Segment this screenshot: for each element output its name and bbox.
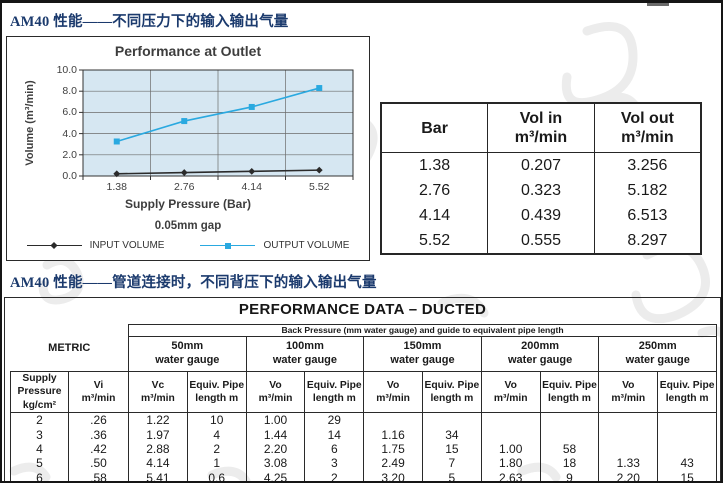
x-tick-label: 1.38 [106,181,127,193]
table-row: 5.52 0.555 8.297 [380,228,702,255]
table-cell: 6.513 [593,203,702,229]
y-tick-label: 10.0 [56,64,77,76]
table-cell: 3.256 [593,152,702,179]
ducted-data-column: 29 14 6 3 2 [304,412,365,481]
ducted-column-header: Vc m³/min [128,370,188,414]
ducted-data-column: 1.22 1.97 2.88 4.14 5.41 [128,412,188,481]
chart-plot-area [79,69,354,180]
ducted-data-column: 10 4 2 1 0.6 [186,412,247,481]
ducted-data-column: 34 15 7 5 [422,412,482,481]
chart-x-ticks: 1.38 2.76 4.14 5.52 [83,181,353,193]
table-cell: 0.439 [487,203,595,229]
table-cell: 0.555 [487,228,595,255]
ducted-data-column: .26 .36 .42 .50 .58 [67,412,130,481]
outlet-column-header: Bar [380,103,489,154]
ducted-data-column: 43 15 [657,412,718,481]
ducted-column-header: Equiv. Pipe length m [186,370,247,414]
legend-square-marker-icon [200,243,256,249]
chart-legend: INPUT VOLUME OUTPUT VOLUME [7,240,369,251]
legend-label: INPUT VOLUME [89,240,165,251]
table-cell: 5.52 [380,228,489,255]
table-cell: 5.182 [593,178,702,204]
ducted-column-header: Vo m³/min [363,370,423,414]
ducted-data-column: 58 18 9 [539,412,600,481]
ducted-column-header: Vi m³/min [67,370,130,414]
ducted-performance-section: PERFORMANCE DATA – DUCTED METRIC Back Pre… [4,297,721,481]
outlet-volume-table: Bar Vol in m³/min Vol out m³/min 1.38 0.207… [380,102,702,256]
y-tick-label: 8.0 [62,85,77,98]
chart-y-ticks: 0.0 2.0 4.0 6.0 8.0 10.0 [45,64,77,182]
ducted-column-header: Vo m³/min [245,370,306,414]
table-cell: 2.76 [380,178,489,204]
table-row: 2.76 0.323 5.182 [380,178,702,204]
table-cell: 8.297 [593,228,702,255]
y-tick-label: 2.0 [62,148,77,161]
section2-title: AM40 性能——管道连接时，不同背压下的输入输出气量 [10,275,377,291]
ducted-column-header: Vo m³/min [480,370,541,414]
outlet-table-header: Bar Vol in m³/min Vol out m³/min [380,103,702,154]
water-gauge-group-header: 150mm water gauge [363,336,482,372]
y-tick-label: 0.0 [62,170,77,182]
chart-gap-note: 0.05mm gap [154,220,222,232]
ducted-data-column: 2 3 4 5 6 [10,412,69,481]
ducted-column-header: Equiv. Pipe length m [304,370,365,414]
metric-label: METRIC [10,324,130,372]
table-cell: 1.38 [380,152,489,179]
table-cell: 0.207 [487,152,595,179]
outlet-column-header: Vol out m³/min [593,103,702,154]
performance-chart: Performance at Outlet Volume (m³/min) 0.… [6,36,370,261]
x-tick-label: 4.14 [241,181,262,193]
legend-label: OUTPUT VOLUME [263,240,350,251]
section1-title: AM40 性能——不同压力下的输入输出气量 [10,14,289,30]
water-gauge-group-header: 100mm water gauge [245,336,365,372]
chart-x-axis-label: Supply Pressure (Bar) [124,197,252,211]
table-row: 1.38 0.207 3.256 [380,152,702,179]
ducted-data-column: 1.00 1.80 2.63 [480,412,541,481]
ducted-column-header: Equiv. Pipe length m [539,370,600,414]
ducted-column-header: Equiv. Pipe length m [657,370,718,414]
water-gauge-group-header: 250mm water gauge [598,336,718,372]
chart-y-axis-label: Volume (m³/min) [24,80,36,166]
y-tick-label: 4.0 [62,127,77,140]
outlet-column-header: Vol in m³/min [487,103,595,154]
water-gauge-group-header: 200mm water gauge [480,336,600,372]
table-cell: 0.323 [487,178,595,204]
x-tick-label: 5.52 [309,181,330,193]
ducted-column-header: Equiv. Pipe length m [422,370,482,414]
ducted-data-column: 1.16 1.75 2.49 3.20 [363,412,423,481]
ducted-data-column: 1.33 2.20 [598,412,659,481]
legend-item: OUTPUT VOLUME [200,240,349,251]
ducted-data-table: METRIC Back Pressure (mm water gauge) and… [10,324,718,481]
back-pressure-band-header: Back Pressure (mm water gauge) and guide… [128,324,718,337]
ducted-column-header: Vo m³/min [598,370,659,414]
legend-item: INPUT VOLUME [26,240,165,251]
ducted-data-column: 1.00 1.44 2.20 3.08 4.25 [245,412,306,481]
ducted-column-header: Supply Pressure kg/cm² [10,370,69,414]
ducted-table-title: PERFORMANCE DATA – DUCTED [238,301,487,318]
chart-title: Performance at Outlet [114,43,262,59]
water-gauge-group-header: 50mm water gauge [128,336,247,372]
legend-diamond-marker-icon [26,241,82,250]
x-tick-label: 2.76 [174,181,195,193]
y-tick-label: 6.0 [62,106,77,119]
table-row: 4.14 0.439 6.513 [380,203,702,229]
table-cell: 4.14 [380,203,489,229]
page-edge-mark-top [647,3,669,6]
